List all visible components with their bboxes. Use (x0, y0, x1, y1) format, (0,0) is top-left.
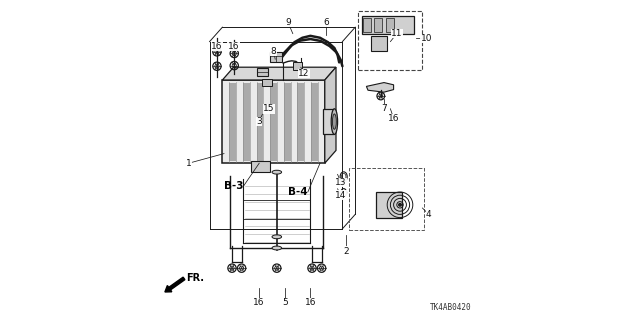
Text: B-4: B-4 (288, 187, 307, 197)
Bar (349, 168, 424, 230)
Text: 2: 2 (344, 247, 349, 256)
Text: 5: 5 (283, 298, 288, 307)
Ellipse shape (333, 114, 337, 129)
Text: B-3: B-3 (224, 180, 243, 191)
Bar (311, 83, 318, 161)
Text: 3: 3 (257, 117, 262, 126)
Bar (364, 18, 371, 32)
Text: 8: 8 (271, 47, 276, 56)
Bar (376, 192, 402, 218)
Ellipse shape (272, 235, 282, 239)
Bar (358, 11, 422, 70)
Bar (293, 62, 302, 70)
Bar (298, 83, 305, 161)
Bar (229, 83, 236, 161)
Text: 16: 16 (228, 42, 239, 51)
Text: 11: 11 (391, 29, 403, 38)
Bar (257, 83, 264, 161)
Text: 7: 7 (381, 104, 387, 113)
Bar (262, 79, 272, 86)
Bar (270, 52, 282, 62)
Bar (284, 83, 291, 161)
Ellipse shape (272, 170, 282, 174)
Text: 16: 16 (305, 298, 316, 307)
Text: FR.: FR. (186, 273, 204, 284)
Text: TK4AB0420: TK4AB0420 (430, 303, 472, 312)
Text: 1: 1 (186, 159, 191, 168)
Text: 16: 16 (388, 114, 399, 123)
Text: 14: 14 (335, 191, 346, 200)
Polygon shape (169, 277, 185, 290)
Text: 6: 6 (324, 18, 329, 27)
Circle shape (399, 204, 401, 206)
Bar (374, 18, 383, 32)
Bar (223, 80, 325, 163)
Polygon shape (223, 67, 336, 80)
Bar (371, 36, 387, 51)
Bar (243, 83, 250, 161)
Polygon shape (165, 285, 172, 292)
Bar (257, 68, 268, 76)
Ellipse shape (332, 109, 338, 134)
Text: 10: 10 (420, 34, 432, 43)
Text: 13: 13 (335, 178, 346, 187)
Polygon shape (325, 67, 336, 163)
Bar (385, 18, 394, 32)
Bar (252, 161, 271, 172)
Text: 16: 16 (253, 298, 265, 307)
Text: 15: 15 (263, 104, 275, 113)
Bar (270, 83, 277, 161)
Bar (362, 16, 415, 34)
Ellipse shape (272, 246, 282, 250)
Polygon shape (366, 83, 394, 92)
Text: 12: 12 (298, 69, 310, 78)
Text: 4: 4 (426, 210, 431, 219)
Text: 9: 9 (285, 18, 291, 27)
Bar (323, 109, 334, 134)
Text: 16: 16 (211, 42, 223, 51)
